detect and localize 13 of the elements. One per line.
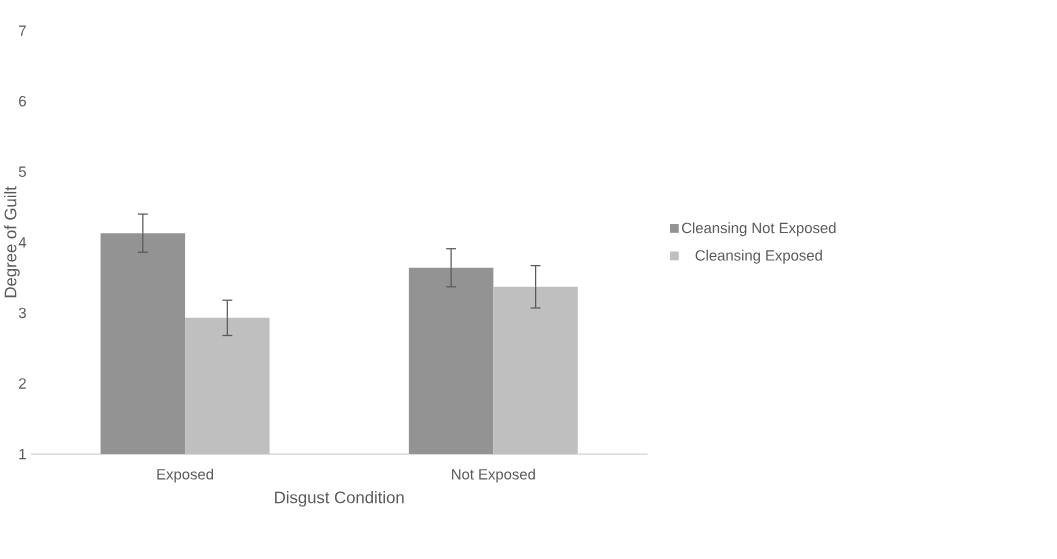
y-tick-label: 1 — [19, 448, 26, 460]
y-axis-title: Degree of Guilt — [4, 186, 20, 298]
y-tick-label: 7 — [19, 25, 26, 36]
y-tick-label: 4 — [18, 237, 27, 248]
y-tick-label: 2 — [19, 378, 26, 389]
legend-label: Cleansing Not Exposed — [682, 222, 836, 237]
legend-label: Cleansing Exposed — [695, 249, 822, 264]
y-tick-label: 5 — [18, 166, 26, 177]
x-tick-label: Exposed — [157, 468, 214, 483]
x-tick-label: Not Exposed — [452, 468, 535, 483]
x-axis-title: Disgust Condition — [275, 491, 404, 507]
y-tick-label: 3 — [18, 307, 26, 319]
y-tick-label: 6 — [19, 95, 26, 107]
